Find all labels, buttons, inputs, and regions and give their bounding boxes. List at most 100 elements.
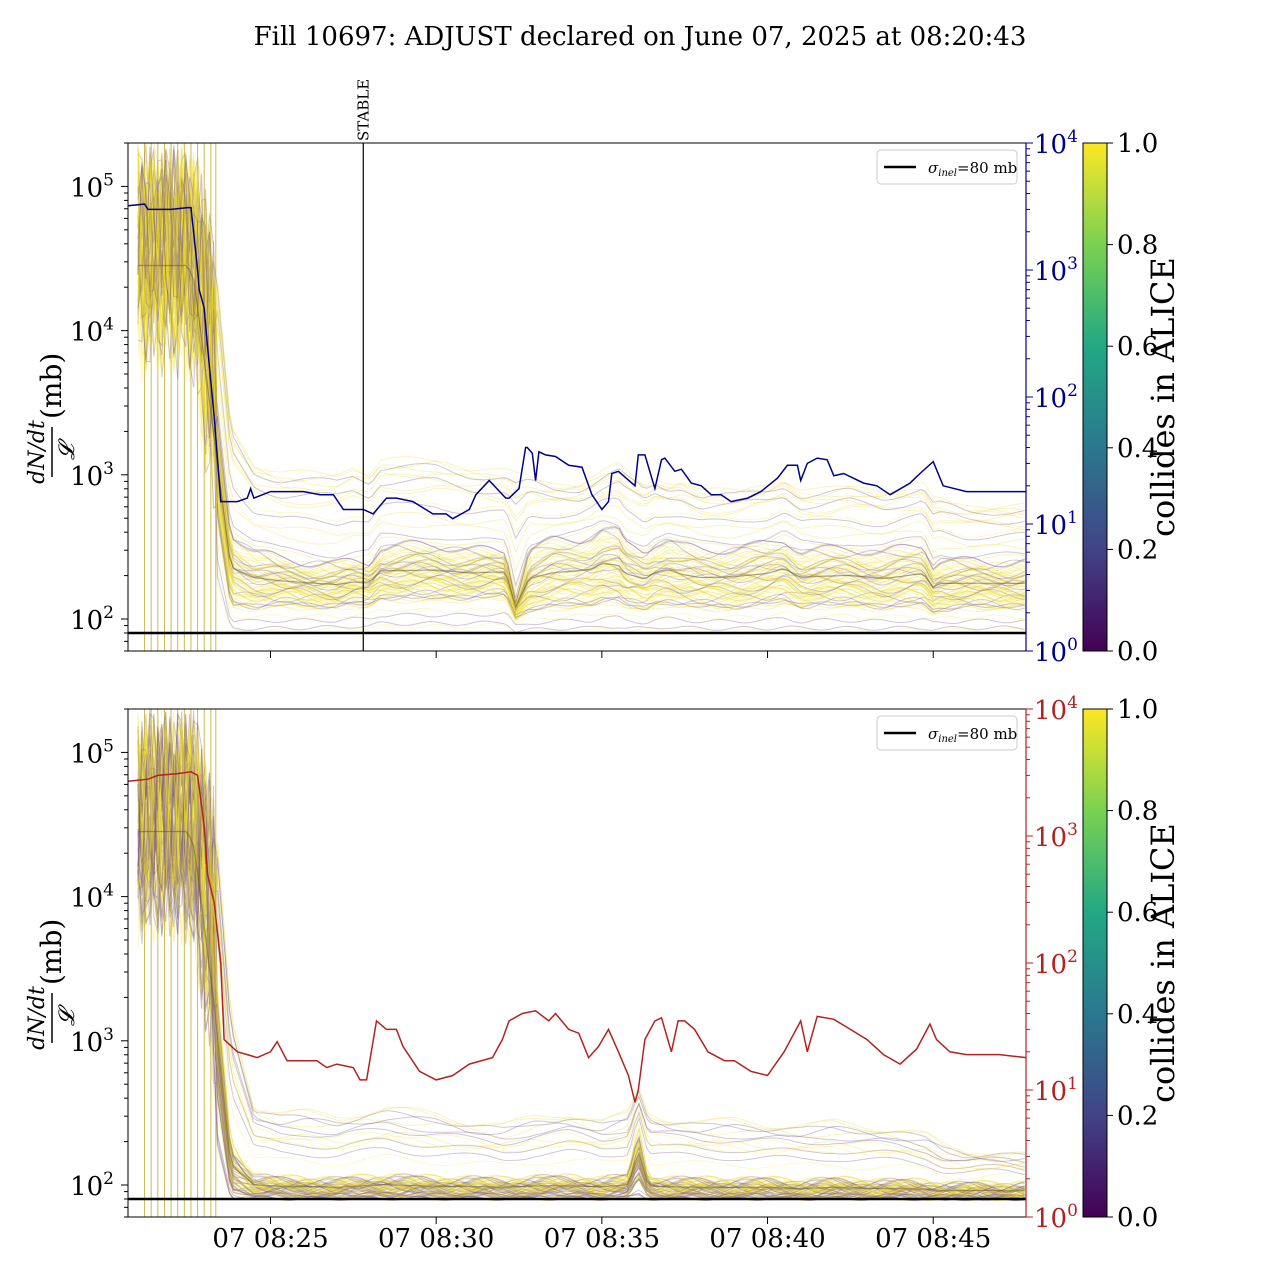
data-line — [137, 719, 1025, 1193]
data-line — [137, 228, 1025, 573]
colorbar-gradient — [1082, 708, 1108, 1218]
colorbar-tick-label: 0.0 — [1117, 637, 1158, 667]
data-line — [137, 727, 1025, 1195]
data-line — [137, 757, 1025, 1197]
bottom-panel: 102 103 104 105 100 101 102 103 104 07 08:25 07 08… — [25, 693, 1182, 1254]
y2-tick-label: 101 — [1034, 1074, 1078, 1107]
data-line — [137, 147, 1025, 621]
data-line — [137, 150, 1025, 610]
legend-label: σinel=80 mb — [928, 159, 1017, 179]
y2-tick-label: 103 — [1034, 254, 1078, 287]
data-line — [137, 217, 1025, 608]
data-line — [137, 146, 1025, 616]
data-line — [137, 720, 1025, 1170]
data-line — [137, 170, 1025, 612]
data-line — [137, 819, 1025, 1201]
data-line — [137, 145, 1025, 608]
data-line — [137, 258, 1025, 616]
data-line — [137, 162, 1025, 612]
data-line — [137, 725, 1025, 1164]
y-tick-label: 105 — [70, 736, 114, 769]
y-tick-label: 102 — [70, 603, 114, 636]
legend: σinel=80 mb — [876, 149, 1018, 185]
data-line — [137, 714, 1025, 1192]
y2-tick-label: 100 — [1034, 1201, 1078, 1234]
data-line — [137, 199, 1025, 613]
data-line — [137, 157, 1025, 604]
data-line — [137, 785, 1025, 1199]
data-line — [137, 779, 1025, 1198]
data-line — [137, 835, 1025, 1202]
data-line — [137, 144, 1025, 525]
data-line — [137, 143, 1025, 523]
data-line — [137, 765, 1025, 1176]
x-tick-label: 07 08:40 — [709, 1224, 825, 1254]
data-line — [137, 149, 1025, 604]
y2-tick-label: 101 — [1034, 508, 1078, 541]
data-line — [137, 195, 1025, 611]
data-line — [137, 151, 1025, 608]
data-line — [137, 156, 1025, 516]
data-line — [137, 736, 1025, 1172]
y-axis-label-unit: (mb) — [35, 353, 68, 419]
data-line — [137, 714, 1025, 1192]
data-line — [137, 829, 1025, 1202]
data-line — [137, 155, 1025, 598]
data-line — [137, 147, 1025, 604]
data-line — [137, 802, 1025, 1200]
data-line — [137, 713, 1025, 1194]
colorbar-tick-label: 0.4 — [1117, 434, 1158, 464]
data-line — [137, 715, 1025, 1200]
data-line — [137, 232, 1025, 614]
colorbar-gradient — [1082, 142, 1108, 652]
data-line — [137, 756, 1025, 1197]
data-line — [137, 248, 1025, 610]
data-line — [137, 152, 1025, 512]
data-line — [137, 713, 1025, 1194]
data-line — [137, 205, 1025, 610]
data-line — [137, 712, 1025, 1200]
data-line — [137, 153, 1025, 516]
data-line — [137, 181, 1025, 614]
data-line — [137, 776, 1025, 1198]
data-line — [137, 244, 1025, 615]
data-line — [137, 259, 1025, 621]
stable-label: STABLE — [354, 79, 372, 141]
x-tick-label: 07 08:25 — [212, 1224, 328, 1254]
y-tick-label: 104 — [70, 315, 114, 348]
y-axis-label-unit: (mb) — [35, 919, 68, 985]
data-line — [137, 740, 1025, 1171]
data-line — [137, 724, 1025, 1158]
data-line — [137, 770, 1025, 1198]
data-line — [137, 794, 1025, 1199]
data-line — [137, 244, 1025, 614]
data-line — [137, 727, 1025, 1159]
y2-tick-label: 102 — [1034, 381, 1078, 414]
legend-box — [876, 149, 1018, 185]
data-line — [137, 752, 1025, 1197]
data-line — [137, 768, 1025, 1198]
data-line — [137, 716, 1025, 1192]
data-line — [137, 778, 1025, 1198]
legend: σinel=80 mb — [876, 715, 1018, 751]
data-line — [137, 721, 1025, 1195]
x-tick-label: 07 08:45 — [875, 1224, 991, 1254]
data-line — [137, 160, 1025, 608]
colorbar-tick-label: 1.0 — [1117, 129, 1158, 159]
data-line — [137, 728, 1025, 1195]
data-line — [137, 740, 1025, 1170]
data-line — [137, 193, 1025, 614]
colorbar-tick-label: 0.0 — [1117, 1203, 1158, 1233]
y-tick-label: 102 — [70, 1169, 114, 1202]
median-line — [137, 830, 1025, 1192]
y-tick-label: 104 — [70, 881, 114, 914]
data-line — [137, 180, 1025, 613]
data-line — [137, 788, 1025, 1181]
data-line — [137, 775, 1025, 1198]
colorbar-tick-label: 0.6 — [1117, 898, 1158, 928]
data-line — [137, 749, 1025, 1197]
right-axis-series-line — [128, 203, 1026, 520]
y2-tick-label: 103 — [1034, 820, 1078, 853]
data-line — [137, 218, 1025, 616]
data-line — [137, 189, 1025, 609]
